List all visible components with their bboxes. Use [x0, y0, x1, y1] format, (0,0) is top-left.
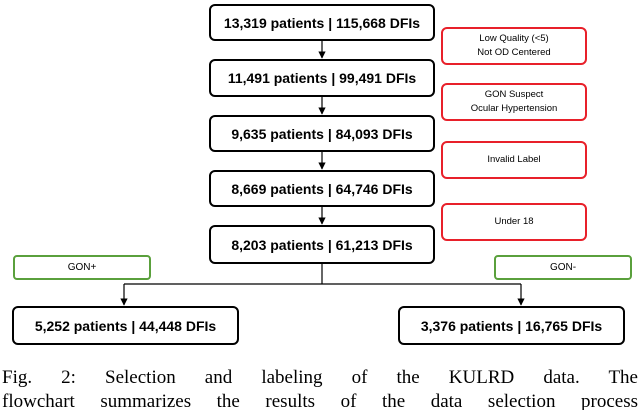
exclusion-gon-suspect: GON Suspect Ocular Hypertension	[441, 83, 587, 121]
figure-caption: Fig. 2: Selection and labeling of the KU…	[2, 366, 638, 410]
main-box-5: 8,203 patients | 61,213 DFIs	[209, 225, 435, 264]
outcome-gon-negative: 3,376 patients | 16,765 DFIs	[398, 306, 625, 345]
exclusion-line: GON Suspect	[484, 89, 544, 100]
main-box-2: 11,491 patients | 99,491 DFIs	[209, 59, 435, 97]
label-gon-negative: GON-	[494, 255, 632, 280]
label-gon-positive: GON+	[13, 255, 151, 280]
exclusion-line: Not OD Centered	[477, 47, 551, 58]
main-box-4: 8,669 patients | 64,746 DFIs	[209, 170, 435, 207]
exclusion-under-18: Under 18	[441, 203, 587, 241]
exclusion-invalid-label: Invalid Label	[441, 141, 587, 179]
caption-line-1: Fig. 2: Selection and labeling of the KU…	[2, 367, 638, 388]
main-box-3: 9,635 patients | 84,093 DFIs	[209, 115, 435, 152]
flowchart-connectors	[120, 41, 525, 306]
exclusion-line: Ocular Hypertension	[470, 103, 558, 114]
exclusion-line: Under 18	[494, 216, 534, 227]
main-box-1: 13,319 patients | 115,668 DFIs	[209, 4, 435, 41]
exclusion-line: Invalid Label	[487, 154, 541, 165]
exclusion-low-quality: Low Quality (<5) Not OD Centered	[441, 27, 587, 65]
caption-line-2: flowchart summarizes the results of the …	[2, 391, 638, 410]
exclusion-line: Low Quality (<5)	[479, 33, 549, 44]
outcome-gon-positive: 5,252 patients | 44,448 DFIs	[12, 306, 239, 345]
